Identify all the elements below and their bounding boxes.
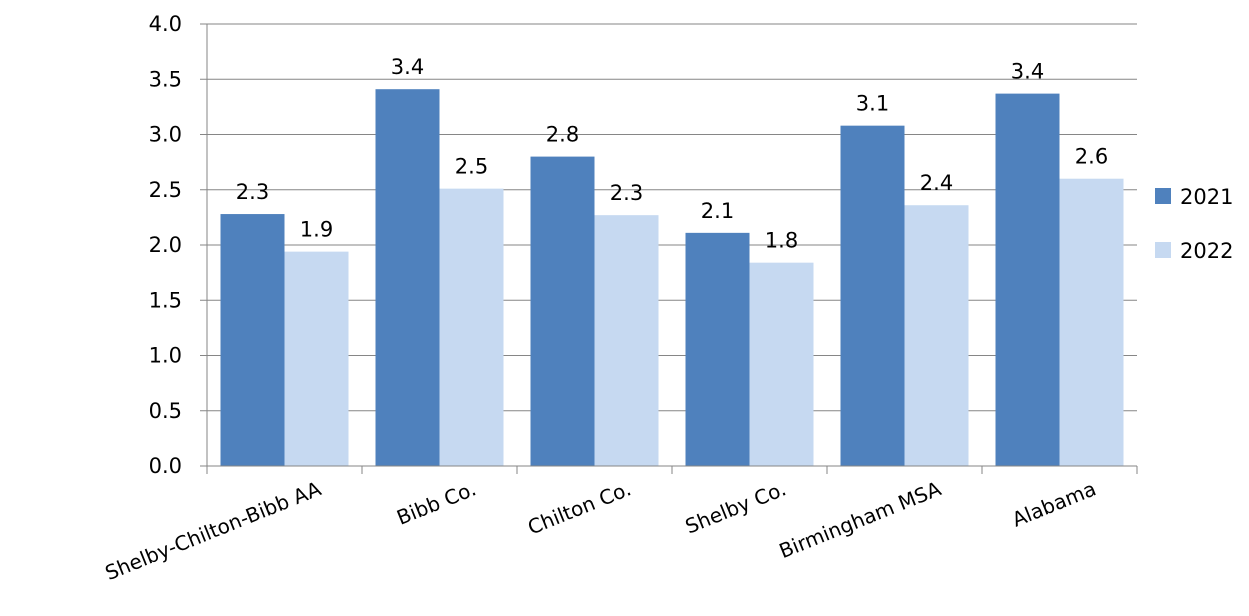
x-category-label: Bibb Co.	[393, 476, 479, 529]
data-label: 2.3	[236, 180, 269, 204]
x-category-label: Chilton Co.	[524, 476, 634, 539]
bar-2022	[439, 188, 504, 466]
data-label: 3.1	[856, 92, 889, 116]
y-tick-label: 4.0	[149, 12, 182, 36]
y-tick-label: 3.0	[149, 123, 182, 147]
bar-2021	[220, 214, 285, 466]
x-category-label: Shelby-Chilton-Bibb AA	[102, 476, 325, 585]
data-label: 2.3	[610, 181, 643, 205]
y-tick-label: 2.0	[149, 233, 182, 257]
x-category-label: Birmingham MSA	[776, 476, 945, 563]
data-label: 2.1	[701, 199, 734, 223]
bar-2022	[1059, 178, 1124, 466]
legend-label: 2022	[1180, 239, 1233, 263]
x-axis-category-labels: Shelby-Chilton-Bibb AA Bibb Co. Chilton Co…	[102, 476, 1100, 585]
y-tick-label: 3.5	[149, 67, 182, 91]
y-tick-label: 1.5	[149, 288, 182, 312]
bar-2021	[530, 156, 595, 466]
data-label: 3.4	[1011, 60, 1044, 84]
gridlines	[207, 23, 1137, 412]
bar-2021	[995, 93, 1060, 467]
data-label: 1.8	[765, 229, 798, 253]
bar-2022	[594, 215, 659, 466]
legend: 2021 2022	[1155, 185, 1233, 263]
bar-2021	[375, 89, 440, 466]
y-tick-label: 1.0	[149, 344, 182, 368]
bar-2022	[904, 205, 969, 466]
bar-2021	[840, 125, 905, 466]
legend-swatch	[1155, 188, 1171, 204]
data-labels: 2.3 1.9 3.4 2.5 2.8 2.3 2.1 1.8 3.1 2.4 3.4 2.6	[236, 55, 1108, 252]
data-label: 2.6	[1075, 145, 1108, 169]
bars	[220, 89, 1124, 467]
data-label: 1.9	[300, 218, 333, 242]
data-label: 2.8	[546, 123, 579, 147]
data-label: 2.5	[455, 155, 488, 179]
bar-2021	[685, 232, 750, 466]
data-label: 2.4	[920, 171, 953, 195]
y-tick-label: 2.5	[149, 178, 182, 202]
bar-2022	[284, 251, 349, 466]
bar-2022	[749, 262, 814, 466]
legend-swatch	[1155, 242, 1171, 258]
y-tick-label: 0.5	[149, 399, 182, 423]
legend-label: 2021	[1180, 185, 1233, 209]
y-axis-tick-labels: 0.0 0.5 1.0 1.5 2.0 2.5 3.0 3.5 4.0	[149, 12, 182, 478]
y-tick-label: 0.0	[149, 454, 182, 478]
data-label: 3.4	[391, 55, 424, 79]
x-category-label: Alabama	[1009, 476, 1100, 531]
x-category-label: Shelby Co.	[682, 476, 790, 538]
axes	[200, 23, 1138, 474]
